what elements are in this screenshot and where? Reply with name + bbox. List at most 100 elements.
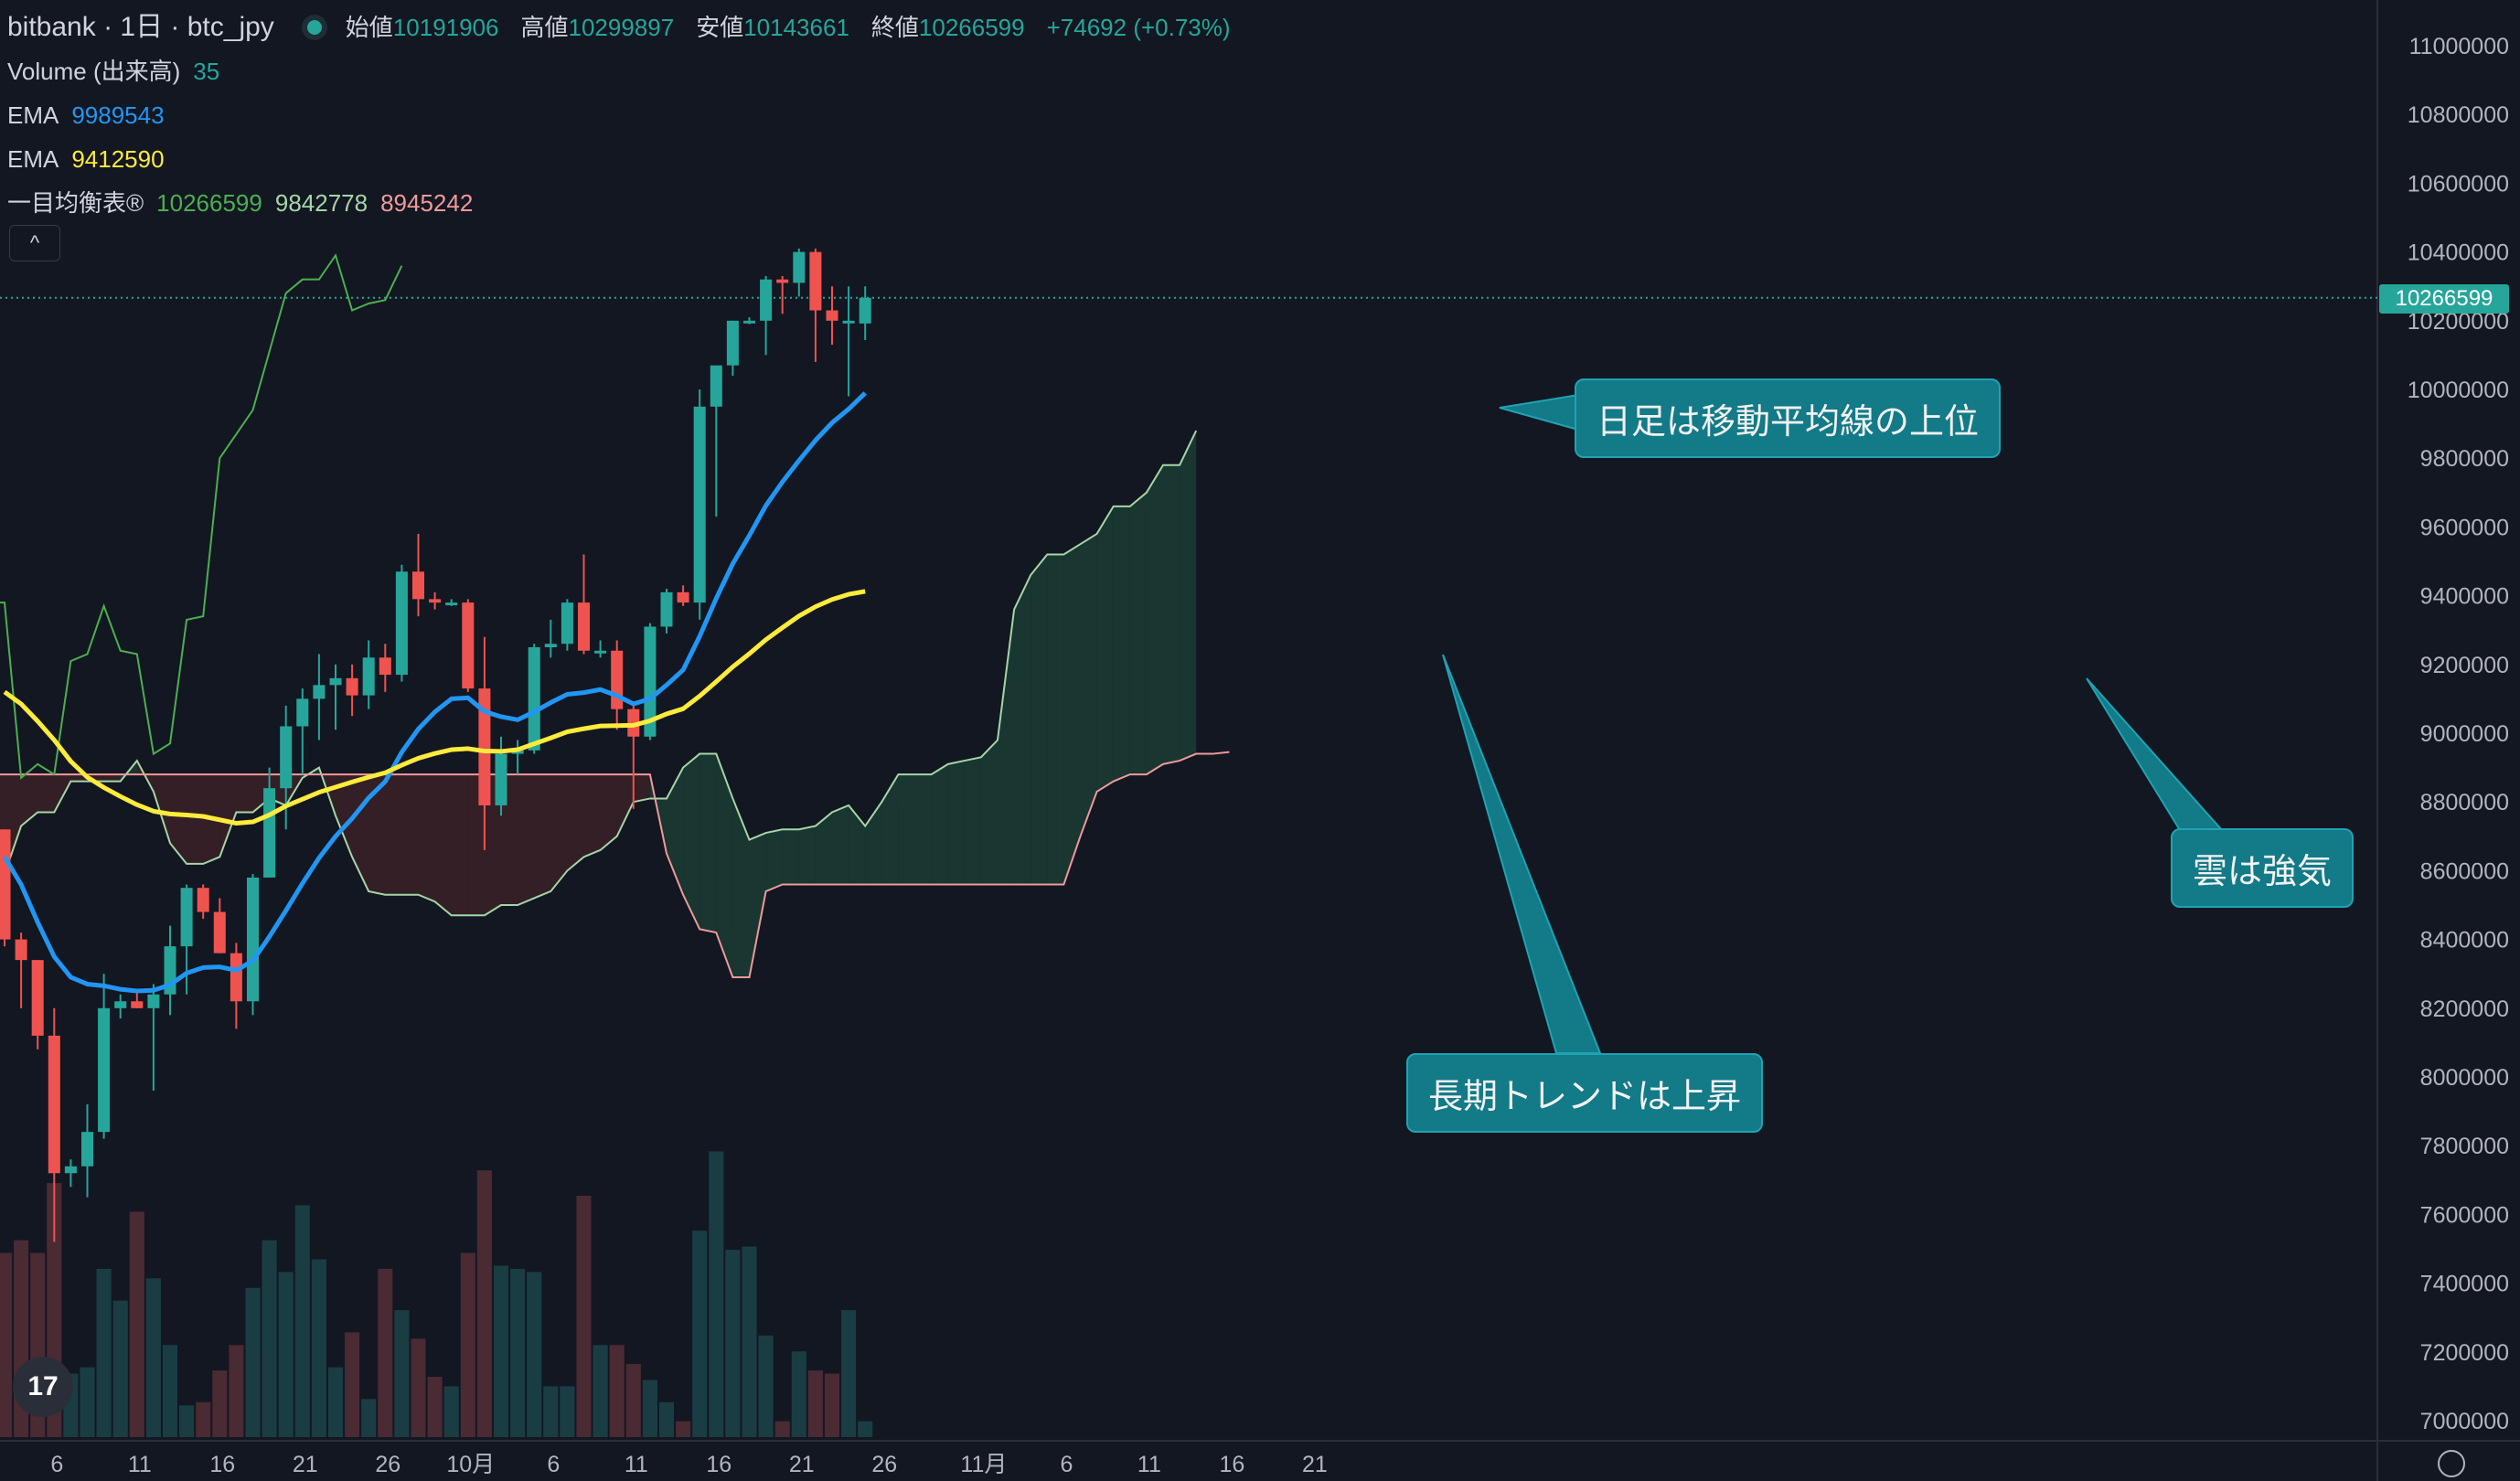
volume-bar — [841, 1310, 857, 1437]
ichimoku-cloud-segment — [170, 774, 187, 864]
volume-bar — [824, 1373, 840, 1437]
ema-slow-value: 9412590 — [71, 145, 165, 173]
y-tick-label: 8400000 — [2420, 928, 2509, 954]
ichimoku-cloud-segment — [550, 774, 568, 891]
x-tick-label: 16 — [209, 1452, 235, 1477]
ichimoku-leading-span-b — [0, 751, 1230, 978]
ichimoku-cloud-segment — [534, 774, 551, 899]
ichimoku-cloud-segment — [401, 774, 419, 895]
volume-bar — [327, 1367, 344, 1437]
candle-body — [395, 571, 408, 676]
candle-body — [329, 677, 342, 686]
ichimoku-cloud-segment — [567, 774, 584, 871]
volume-bar — [311, 1259, 326, 1437]
y-tick-label: 9000000 — [2420, 721, 2509, 747]
legend-ichimoku[interactable]: 一目均衡表® 10266599 9842778 8945242 — [7, 181, 1240, 225]
y-tick-label: 9600000 — [2420, 515, 2509, 540]
y-tick-label: 10000000 — [2408, 378, 2509, 403]
symbol-title[interactable]: bitbank · 1日 · btc_jpy — [7, 12, 274, 42]
candle-body — [826, 310, 838, 321]
volume-bar — [642, 1380, 657, 1437]
y-tick-label: 7200000 — [2420, 1340, 2509, 1366]
volume-bar — [427, 1377, 443, 1437]
candle-body — [594, 650, 607, 654]
callout-long-term-uptrend[interactable]: 長期トレンドは上昇 — [1406, 1053, 1764, 1133]
ichimoku-cloud-segment — [21, 774, 38, 826]
volume-bar — [378, 1268, 393, 1437]
ichimoku-cloud-segment — [153, 774, 170, 844]
ohlc-high-value: 10299897 — [568, 14, 675, 41]
candle-body — [362, 657, 375, 696]
candle-body — [809, 251, 822, 311]
candle-body — [660, 591, 673, 627]
candle-body — [296, 698, 309, 727]
candle-body — [313, 685, 326, 699]
volume-bar — [543, 1386, 559, 1437]
candle-body — [859, 297, 871, 324]
ichimoku-cloud-segment — [518, 774, 535, 905]
settings-icon[interactable] — [2438, 1450, 2465, 1477]
volume-bar — [129, 1211, 144, 1437]
y-tick-label: 9800000 — [2420, 446, 2509, 472]
chart-legend: bitbank · 1日 · btc_jpy 始値 10191906 高値 1029… — [7, 5, 1240, 225]
ichimoku-cloud-segment — [451, 774, 468, 916]
candle-body — [263, 788, 276, 878]
candle-body — [742, 320, 756, 324]
legend-volume[interactable]: Volume (出来高) 35 — [7, 49, 1240, 93]
callout-daily-above-ma[interactable]: 日足は移動平均線の上位 — [1575, 378, 2002, 458]
x-tick-label: 11 — [1137, 1452, 1161, 1477]
candle-body — [726, 320, 739, 366]
y-tick-label: 8800000 — [2420, 790, 2509, 815]
volume-bar — [0, 1252, 13, 1437]
x-tick-label: 6 — [1060, 1452, 1073, 1477]
volume-bar — [145, 1278, 161, 1437]
volume-bar — [493, 1265, 509, 1437]
legend-ema-slow[interactable]: EMA 9412590 — [7, 137, 1240, 181]
ichimoku-cloud-segment — [732, 798, 750, 977]
candle-body — [793, 251, 806, 283]
ema-slow-line — [3, 589, 866, 826]
candle-body — [246, 877, 260, 1002]
last-price-label: 10266599 — [2379, 284, 2509, 314]
candle-body — [213, 911, 226, 954]
ema-slow-label: EMA — [7, 145, 59, 173]
callout-cloud-bullish[interactable]: 雲は強気 — [2171, 828, 2354, 908]
volume-bar — [593, 1345, 608, 1437]
candle-body — [544, 644, 557, 647]
volume-bar — [510, 1268, 526, 1437]
ichimoku-cloud-segment — [849, 804, 866, 885]
volume-bar — [476, 1170, 492, 1437]
ichimoku-cloud-segment — [37, 774, 55, 813]
ohlc-high-label: 高値 — [520, 14, 569, 41]
ichimoku-value-1: 10266599 — [156, 189, 262, 217]
y-tick-label: 8000000 — [2420, 1065, 2509, 1091]
candle-body — [80, 1132, 94, 1167]
ichimoku-cloud-segment — [865, 802, 882, 885]
volume-bar — [658, 1401, 675, 1437]
y-tick-label: 7400000 — [2420, 1272, 2509, 1297]
volume-bar — [560, 1386, 575, 1437]
y-tick-label: 8600000 — [2420, 858, 2509, 884]
candle-body — [495, 753, 507, 805]
volume-bar — [460, 1252, 475, 1437]
ichimoku-cloud-segment — [898, 774, 915, 885]
legend-ema-fast[interactable]: EMA 9989543 — [7, 93, 1240, 137]
x-tick-label: 11 — [625, 1452, 648, 1477]
legend-collapse-button[interactable]: ^ — [9, 225, 60, 261]
volume-bar — [80, 1367, 95, 1437]
tradingview-logo-icon[interactable]: 17 — [13, 1357, 73, 1417]
candle-body — [478, 688, 491, 805]
callout-pointer — [2086, 677, 2225, 831]
candle-body — [411, 571, 425, 600]
ohlc-low-value: 10143661 — [743, 14, 849, 41]
volume-bar — [858, 1421, 873, 1437]
ichimoku-cloud-segment — [236, 774, 253, 813]
ichimoku-cloud-segment — [749, 833, 766, 977]
ichimoku-value-2: 9842778 — [274, 189, 368, 217]
candle-body — [462, 602, 475, 689]
candle-body — [131, 1001, 144, 1008]
ichimoku-cloud-segment — [832, 804, 849, 885]
candle-body — [511, 750, 524, 754]
ichimoku-leading-span-a — [0, 430, 1198, 917]
